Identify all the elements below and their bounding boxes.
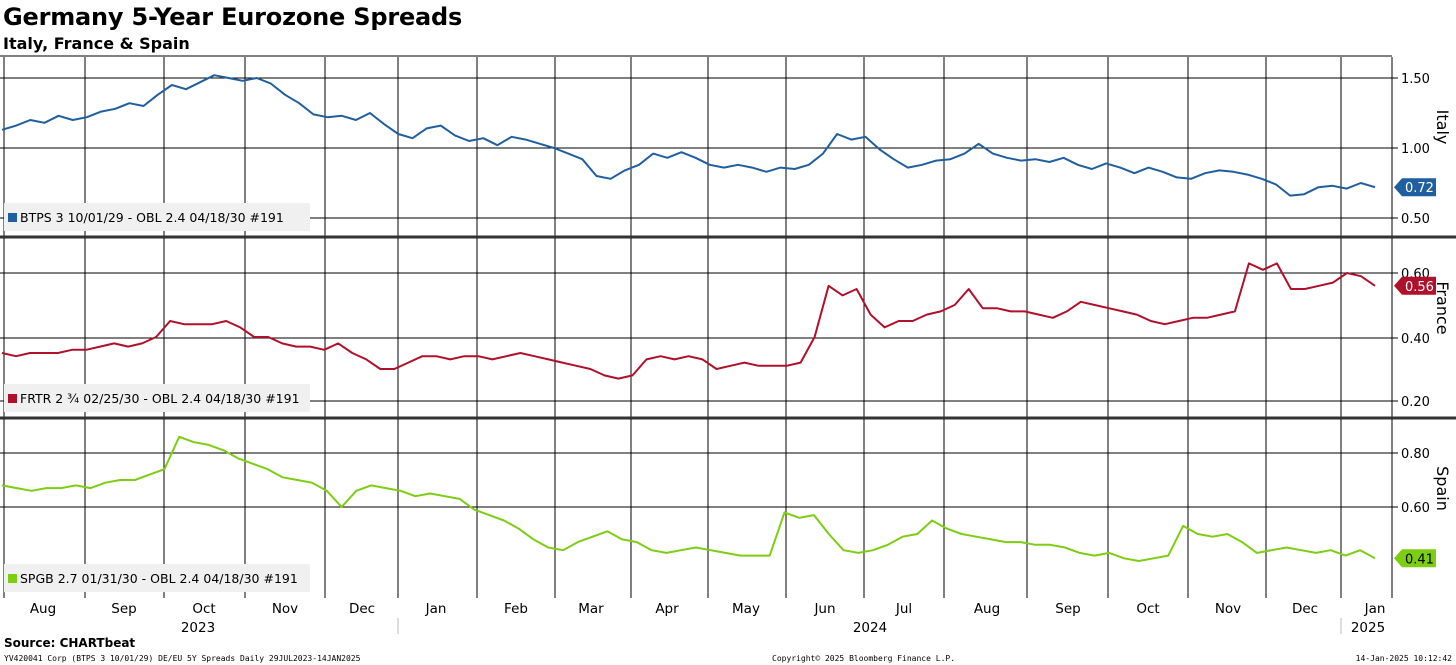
- last-value-badge: [1394, 276, 1436, 295]
- x-tick-label: Jun: [813, 601, 835, 617]
- x-year-label: 2024: [853, 620, 887, 636]
- x-year-label: 2025: [1351, 620, 1385, 636]
- x-tick-label: Sep: [1055, 601, 1080, 617]
- chart-subtitle: Italy, France & Spain: [3, 34, 190, 53]
- x-tick-label: May: [732, 601, 760, 617]
- source-note: Source: CHARTbeat: [4, 636, 136, 650]
- footer-timestamp: 14-Jan-2025 10:12:42: [1355, 654, 1452, 663]
- legend-box: [4, 564, 310, 592]
- chart-title: Germany 5-Year Eurozone Spreads: [3, 3, 463, 31]
- series-line-spain: [1, 435, 1376, 562]
- last-value-badge: [1394, 178, 1436, 197]
- legend-entry: FRTR 2 ¾ 02/25/30 - OBL 2.4 04/18/30 #19…: [20, 391, 300, 406]
- x-tick-label: Dec: [1292, 601, 1318, 617]
- y-tick-label: 0.40: [1401, 332, 1430, 347]
- series-line-italy: [1, 74, 1376, 197]
- legend-entry: BTPS 3 10/01/29 - OBL 2.4 04/18/30 #191: [20, 210, 284, 225]
- legend-swatch: [8, 394, 17, 403]
- x-tick-label: Nov: [272, 601, 298, 617]
- legend-swatch: [8, 574, 17, 583]
- last-value-label: 0.72: [1405, 181, 1434, 196]
- y-tick-label: 0.60: [1401, 501, 1430, 516]
- panel-name: Spain: [1433, 466, 1452, 511]
- x-tick-label: Aug: [974, 601, 1000, 617]
- x-tick-label: Jan: [425, 601, 447, 617]
- footer-copyright: Copyright© 2025 Bloomberg Finance L.P.: [772, 654, 956, 663]
- panel-name: Italy: [1433, 110, 1452, 145]
- y-tick-label: 1.00: [1401, 142, 1430, 157]
- x-tick-label: Oct: [1136, 601, 1159, 617]
- series-line-france: [1, 262, 1376, 380]
- spreads-chart: 0.50 1.00 1.50 0.72 Italy BTPS 3 10/01/29 - O…: [0, 55, 1456, 636]
- x-tick-label: Nov: [1215, 601, 1241, 617]
- x-tick-label: Apr: [655, 601, 679, 617]
- panel-name: France: [1433, 281, 1452, 334]
- legend-box: [4, 203, 310, 231]
- footer-ticker-info: YV420041 Corp (BTPS 3 10/01/29) DE/EU 5Y…: [4, 654, 361, 663]
- y-tick-label: 0.50: [1401, 212, 1430, 227]
- y-tick-label: 0.80: [1401, 447, 1430, 462]
- y-tick-label: 1.50: [1401, 72, 1430, 87]
- last-value-label: 0.41: [1405, 552, 1434, 567]
- last-value-badge: [1394, 549, 1436, 568]
- x-tick-label: Jan: [1364, 601, 1386, 617]
- x-tick-label: Feb: [504, 601, 528, 617]
- x-year-label: 2023: [181, 620, 215, 636]
- x-tick-label: Oct: [192, 601, 215, 617]
- x-tick-label: Jul: [895, 601, 912, 617]
- x-tick-label: Mar: [578, 601, 604, 617]
- legend-swatch: [8, 213, 17, 222]
- legend-entry: SPGB 2.7 01/31/30 - OBL 2.4 04/18/30 #19…: [20, 571, 298, 586]
- y-tick-label: 0.20: [1401, 395, 1430, 410]
- x-tick-label: Dec: [349, 601, 375, 617]
- legend-box: [4, 384, 310, 412]
- x-tick-label: Sep: [111, 601, 136, 617]
- x-tick-label: Aug: [30, 601, 56, 617]
- last-value-label: 0.56: [1405, 280, 1434, 295]
